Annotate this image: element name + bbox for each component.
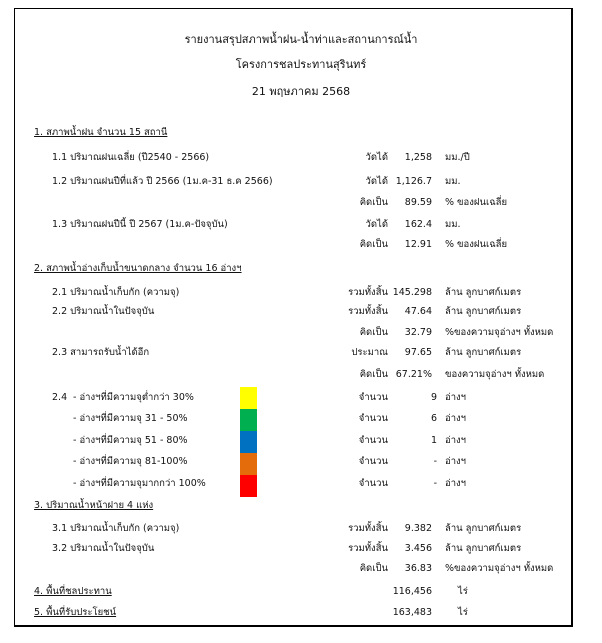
row-unit: มม. xyxy=(445,219,461,230)
benefit-area-value: 163,483 xyxy=(392,607,432,618)
row-unit: % ของฝนเฉลี่ย xyxy=(445,197,508,208)
level-unit: อ่างฯ xyxy=(445,413,467,424)
level-key: จำนวน xyxy=(358,392,388,403)
row-value: 36.83 xyxy=(404,563,432,574)
level-color-swatch xyxy=(240,475,257,497)
row-label: 3.1 ปริมาณน้ำเก็บกัก (ความจุ) xyxy=(52,523,180,534)
level-key: จำนวน xyxy=(358,435,388,446)
report-page xyxy=(14,8,573,627)
row-key: คิดเป็น xyxy=(359,239,388,250)
row-value: 32.79 xyxy=(404,327,432,338)
report-date: 21 พฤษภาคม 2568 xyxy=(251,85,351,98)
row-key: รวมทั้งสิ้น xyxy=(348,523,388,534)
row-unit: ล้าน ลูกบาศก์เมตร xyxy=(445,523,522,534)
level-key: จำนวน xyxy=(358,456,388,467)
row-key: คิดเป็น xyxy=(359,327,388,338)
row-label: 1.3 ปริมาณฝนปีนี้ ปี 2567 (1ม.ค-ปัจจุบัน… xyxy=(52,219,228,230)
level-unit: อ่างฯ xyxy=(445,392,467,403)
row-value: 145.298 xyxy=(392,287,432,298)
row-unit: ล้าน ลูกบาศก์เมตร xyxy=(445,306,522,317)
benefit-area-unit: ไร่ xyxy=(458,607,468,618)
row-value: 97.65 xyxy=(404,347,432,358)
row-label: 2.2 ปริมาณน้ำในปัจจุบัน xyxy=(52,306,155,317)
level-count: - xyxy=(433,456,437,467)
row-unit: % ของฝนเฉลี่ย xyxy=(445,239,508,250)
row-value: 9.382 xyxy=(404,523,432,534)
row-value: 162.4 xyxy=(404,219,432,230)
row-key: รวมทั้งสิ้น xyxy=(348,287,388,298)
row-key: คิดเป็น xyxy=(359,369,388,380)
level-color-swatch xyxy=(240,431,257,453)
row-key: วัดได้ xyxy=(365,152,388,163)
level-key: จำนวน xyxy=(358,413,388,424)
section-5-heading: 5. พื้นที่รับประโยชน์ xyxy=(34,607,117,618)
row-number: 2.4 xyxy=(52,392,68,403)
section-1-heading: 1. สภาพน้ำฝน จำนวน 15 สถานี xyxy=(34,127,168,138)
row-unit: ล้าน ลูกบาศก์เมตร xyxy=(445,543,522,554)
row-value: 3.456 xyxy=(404,543,432,554)
level-unit: อ่างฯ xyxy=(445,435,467,446)
level-color-swatch xyxy=(240,453,257,475)
level-label: - อ่างฯที่มีความจุ 81-100% xyxy=(73,456,188,467)
row-value: 67.21% xyxy=(395,369,432,380)
level-color-swatch xyxy=(240,387,257,409)
level-count: 1 xyxy=(430,435,437,446)
section-3-heading: 3. ปริมาณน้ำหน้าฝาย 4 แห่ง xyxy=(34,500,154,511)
level-unit: อ่างฯ xyxy=(445,478,467,489)
row-unit: มม./ปี xyxy=(445,152,470,163)
row-value: 1,258 xyxy=(404,152,432,163)
row-unit: %ของความจุอ่างฯ ทั้งหมด xyxy=(445,327,554,338)
level-label: - อ่างฯที่มีความจุ 31 - 50% xyxy=(73,413,188,424)
report-title: รายงานสรุปสภาพน้ำฝน-น้ำท่าและสถานการณ์น้… xyxy=(184,33,418,46)
row-value: 47.64 xyxy=(404,306,432,317)
level-label: - อ่างฯที่มีความจุมากกว่า 100% xyxy=(73,478,206,489)
row-key: วัดได้ xyxy=(365,219,388,230)
level-label: - อ่างฯที่มีความจุ 51 - 80% xyxy=(73,435,188,446)
row-key: ประมาณ xyxy=(351,347,388,358)
section-2-heading: 2. สภาพน้ำอ่างเก็บน้ำขนาดกลาง จำนวน 16 อ… xyxy=(34,263,242,274)
row-unit: ล้าน ลูกบาศก์เมตร xyxy=(445,347,522,358)
row-unit: มม. xyxy=(445,176,461,187)
row-unit: ล้าน ลูกบาศก์เมตร xyxy=(445,287,522,298)
project-name: โครงการชลประทานสุรินทร์ xyxy=(235,58,367,71)
row-label: 3.2 ปริมาณน้ำในปัจจุบัน xyxy=(52,543,155,554)
level-unit: อ่างฯ xyxy=(445,456,467,467)
level-count: 6 xyxy=(430,413,437,424)
row-key: รวมทั้งสิ้น xyxy=(348,543,388,554)
level-count: 9 xyxy=(430,392,437,403)
row-key: วัดได้ xyxy=(365,176,388,187)
row-value: 12.91 xyxy=(404,239,432,250)
irrigated-area-value: 116,456 xyxy=(392,586,432,597)
section-4-heading: 4. พื้นที่ชลประทาน xyxy=(34,586,112,597)
row-key: คิดเป็น xyxy=(359,563,388,574)
row-label: 2.3 สามารถรับน้ำได้อีก xyxy=(52,347,150,358)
row-unit: ของความจุอ่างฯ ทั้งหมด xyxy=(445,369,545,380)
level-count: - xyxy=(433,478,437,489)
row-unit: %ของความจุอ่างฯ ทั้งหมด xyxy=(445,563,554,574)
row-key: คิดเป็น xyxy=(359,197,388,208)
row-label: 2.1 ปริมาณน้ำเก็บกัก (ความจุ) xyxy=(52,287,180,298)
level-color-swatch xyxy=(240,409,257,431)
row-value: 89.59 xyxy=(404,197,432,208)
irrigated-area-unit: ไร่ xyxy=(458,586,468,597)
row-key: รวมทั้งสิ้น xyxy=(348,306,388,317)
level-label: - อ่างฯที่มีความจุต่ำกว่า 30% xyxy=(73,392,194,403)
level-key: จำนวน xyxy=(358,478,388,489)
row-label: 1.2 ปริมาณฝนปีที่แล้ว ปี 2566 (1ม.ค-31 ธ… xyxy=(52,176,273,187)
row-label: 1.1 ปริมาณฝนเฉลี่ย (ปี2540 - 2566) xyxy=(52,152,210,163)
row-value: 1,126.7 xyxy=(395,176,432,187)
